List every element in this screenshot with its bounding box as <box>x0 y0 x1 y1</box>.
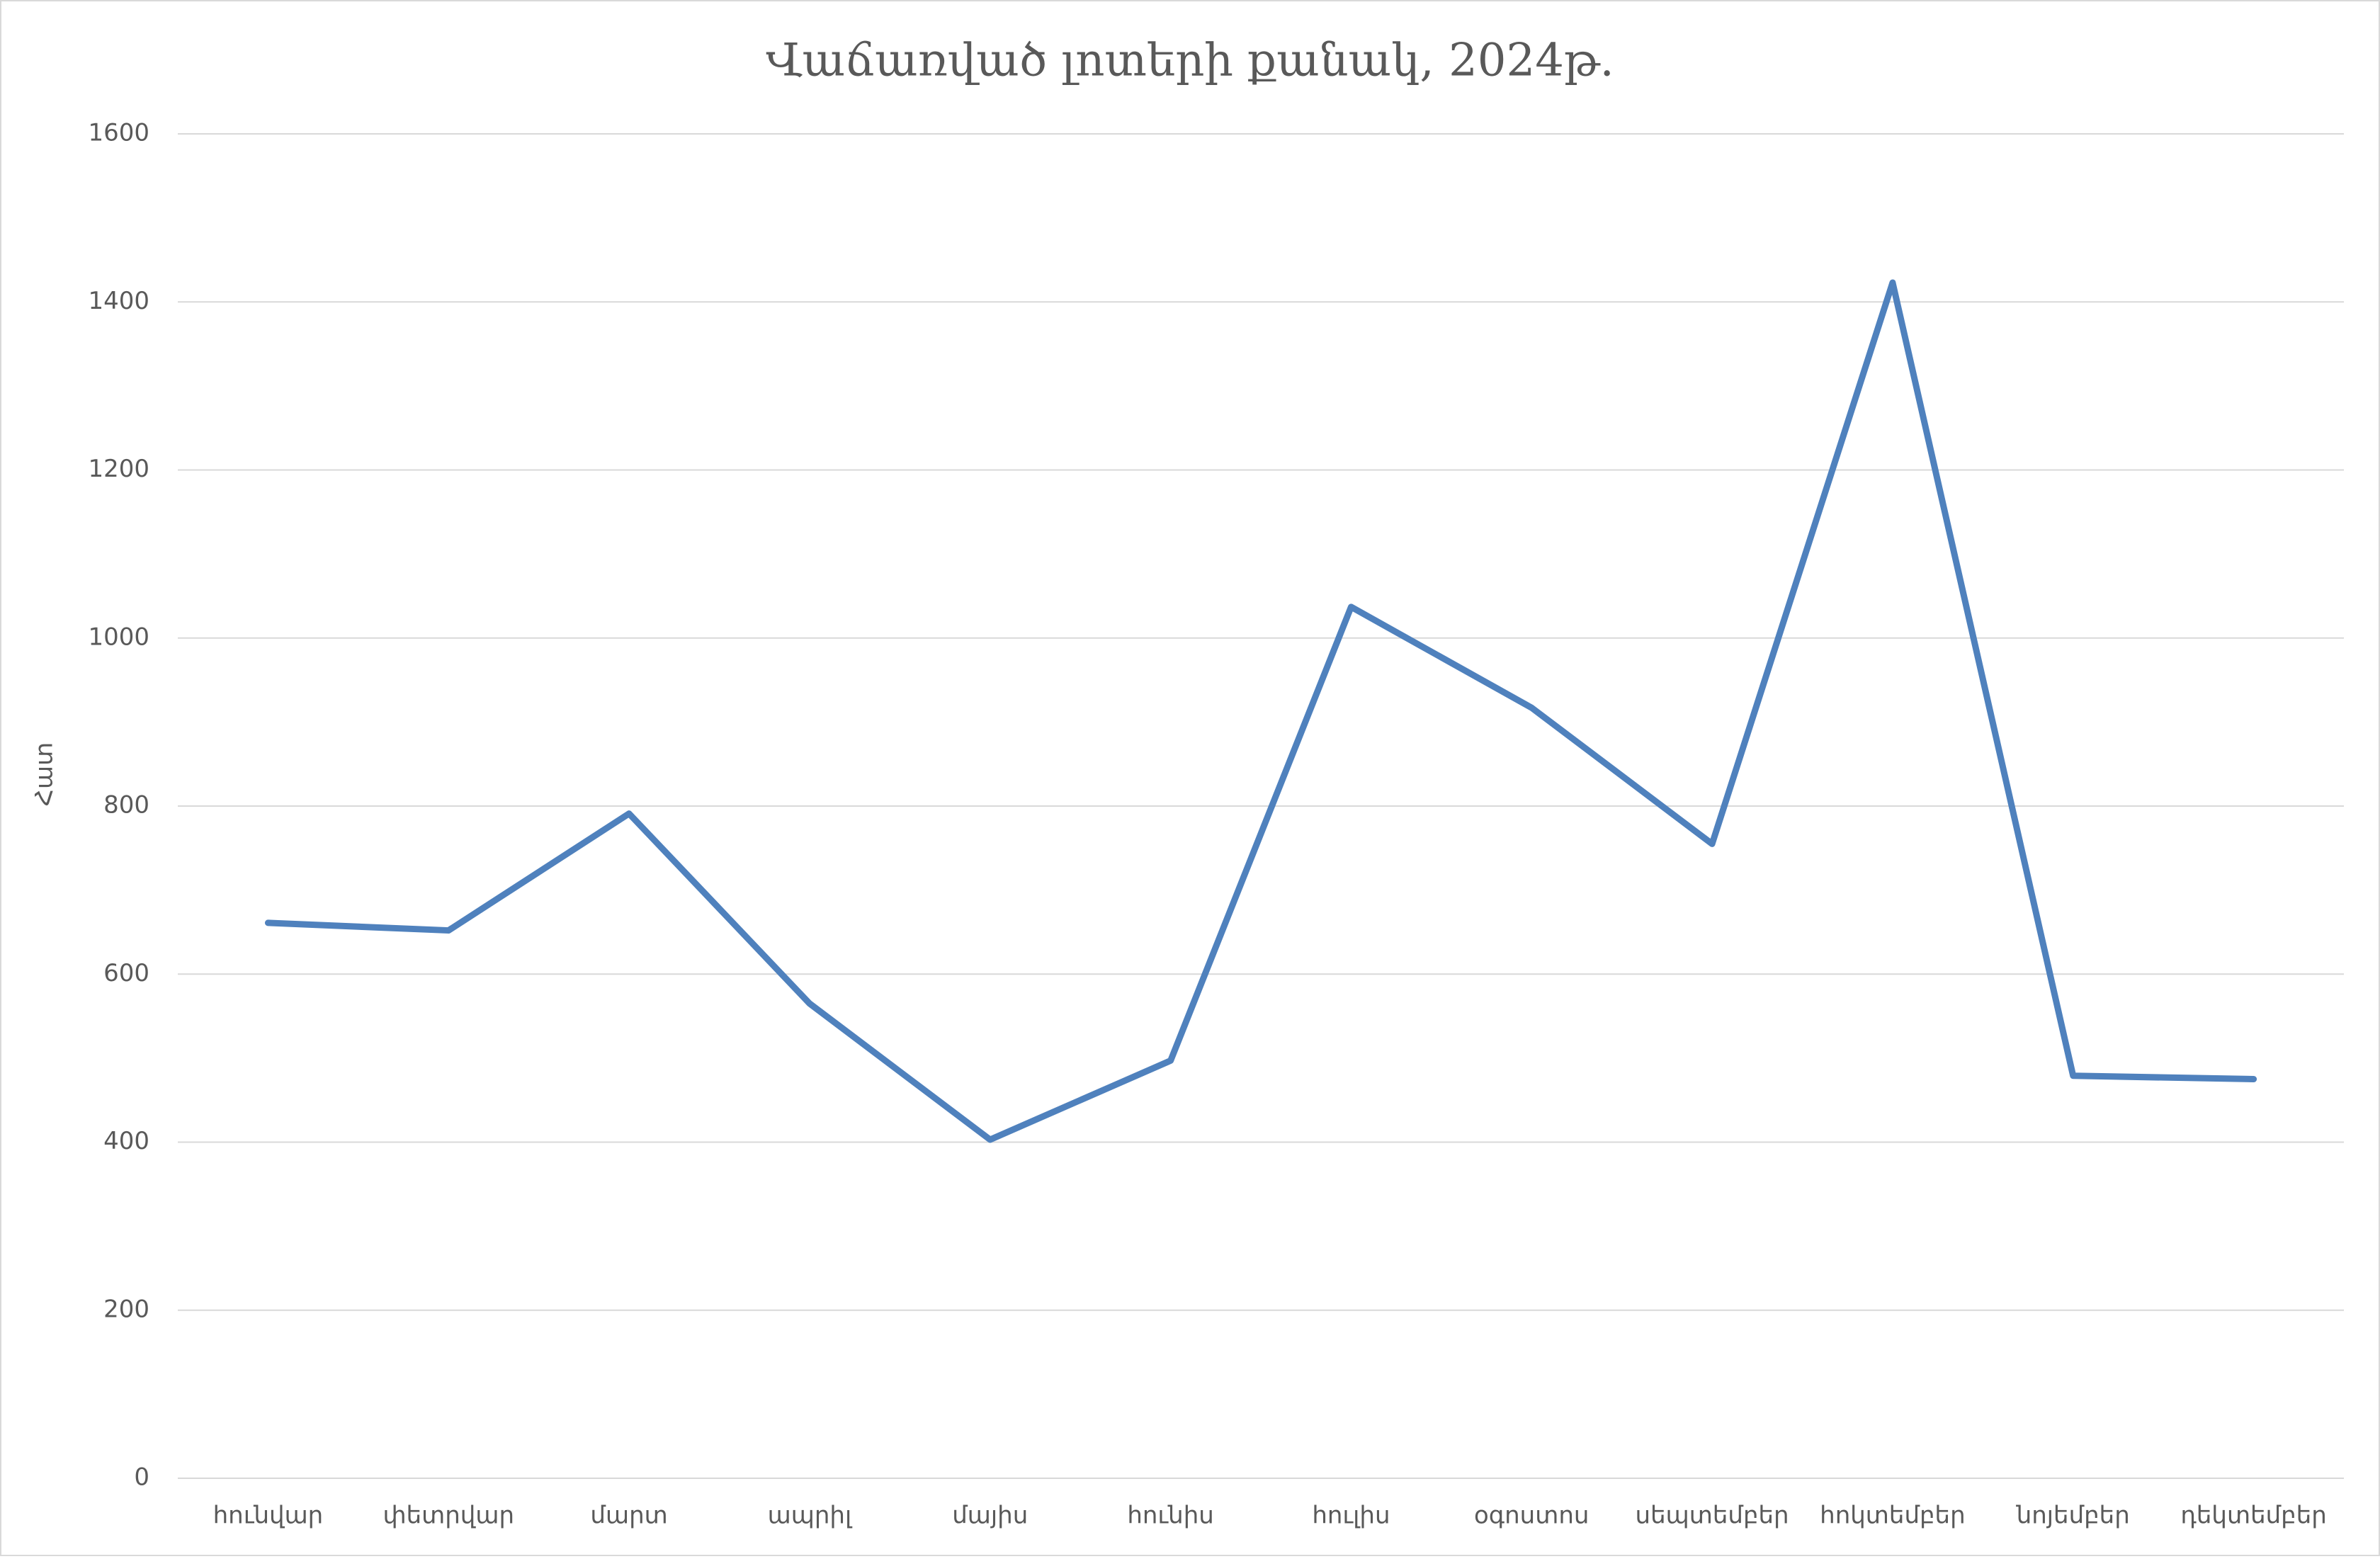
x-tick-label: օգոստոս <box>1474 1502 1589 1530</box>
y-tick-label: 1600 <box>88 119 149 147</box>
y-tick-label: 800 <box>103 791 149 820</box>
y-tick-label: 1200 <box>88 455 149 483</box>
x-tick-label: հունիս <box>1127 1502 1214 1530</box>
y-tick-label: 200 <box>103 1295 149 1323</box>
y-tick-label: 0 <box>134 1463 149 1492</box>
y-axis-title: Հատ <box>30 742 59 807</box>
line-series <box>264 279 2257 1143</box>
x-tick-label: փետրվար <box>382 1502 514 1530</box>
y-tick-label: 600 <box>103 959 149 987</box>
x-tick-label: հունվար <box>213 1502 324 1530</box>
y-tick-label: 1000 <box>88 623 149 651</box>
y-tick-label: 400 <box>103 1127 149 1155</box>
x-tick-label: ապրիլ <box>768 1502 853 1530</box>
x-tick-label: հոկտեմբեր <box>1820 1502 1966 1530</box>
x-tick-label: սեպտեմբեր <box>1636 1502 1789 1530</box>
x-tick-label: դեկտեմբեր <box>2180 1502 2327 1530</box>
x-tick-label: նոյեմբեր <box>2016 1502 2130 1530</box>
chart-title: Վաճառված լոտերի քանակ, 2024թ. <box>766 35 1614 87</box>
x-tick-label: հուլիս <box>1312 1502 1390 1530</box>
x-tick-label: մայիս <box>952 1502 1028 1530</box>
y-tick-label: 1400 <box>88 287 149 315</box>
x-tick-label: մարտ <box>590 1502 667 1530</box>
